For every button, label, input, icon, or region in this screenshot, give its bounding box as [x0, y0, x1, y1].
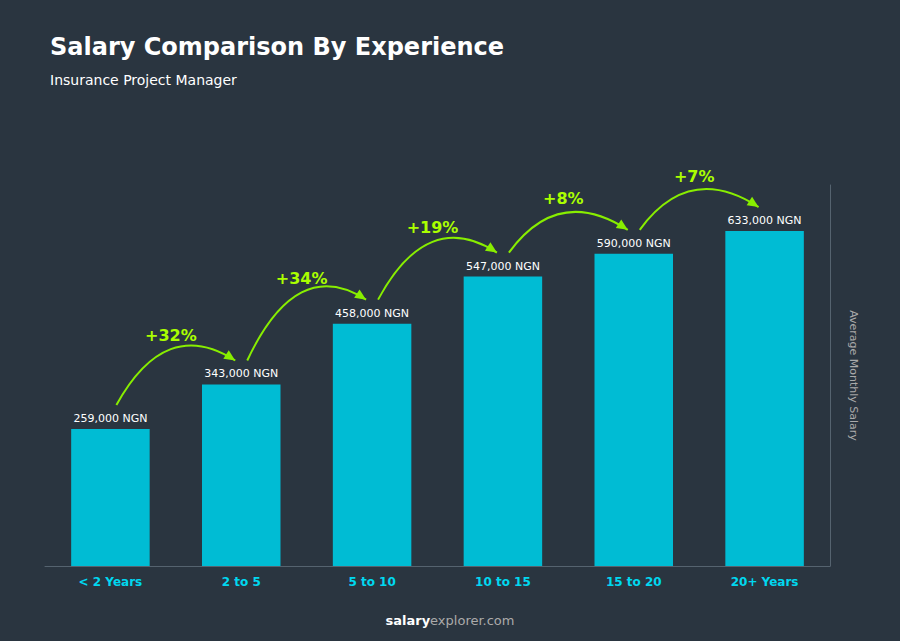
- svg-text:+7%: +7%: [674, 167, 715, 186]
- svg-text:10 to 15: 10 to 15: [475, 575, 531, 589]
- svg-text:259,000 NGN: 259,000 NGN: [73, 412, 147, 425]
- svg-text:633,000 NGN: 633,000 NGN: [728, 214, 802, 227]
- svg-text:343,000 NGN: 343,000 NGN: [204, 367, 278, 380]
- svg-text:+32%: +32%: [145, 326, 197, 345]
- svg-text:20+ Years: 20+ Years: [731, 575, 799, 589]
- svg-text:+8%: +8%: [543, 189, 584, 208]
- svg-text:2 to 5: 2 to 5: [222, 575, 261, 589]
- svg-text:Insurance Project Manager: Insurance Project Manager: [50, 72, 237, 88]
- svg-text:15 to 20: 15 to 20: [606, 575, 662, 589]
- svg-text:+34%: +34%: [276, 269, 328, 288]
- svg-text:458,000 NGN: 458,000 NGN: [335, 307, 409, 320]
- svg-text:+19%: +19%: [407, 218, 459, 237]
- svg-text:5 to 10: 5 to 10: [348, 575, 395, 589]
- svg-text:590,000 NGN: 590,000 NGN: [597, 237, 671, 250]
- svg-text:salary: salary: [385, 613, 430, 628]
- svg-text:< 2 Years: < 2 Years: [79, 575, 143, 589]
- svg-text:547,000 NGN: 547,000 NGN: [466, 260, 540, 273]
- svg-text:Average Monthly Salary: Average Monthly Salary: [847, 310, 860, 441]
- svg-text:explorer.com: explorer.com: [430, 613, 514, 628]
- svg-text:Salary Comparison By Experienc: Salary Comparison By Experience: [50, 33, 504, 61]
